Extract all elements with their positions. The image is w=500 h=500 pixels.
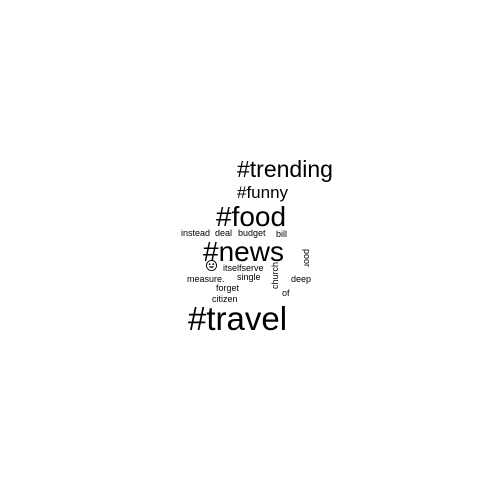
word-single: single: [237, 272, 261, 282]
word-bill: bill: [276, 229, 288, 239]
word-forget: forget: [216, 283, 240, 293]
word-budget: budget: [238, 228, 266, 238]
word-travel: #travel: [188, 300, 288, 337]
word-deep: deep: [291, 274, 312, 284]
word-itselfserve: itselfserve: [223, 263, 264, 273]
word-measure: measure.: [187, 274, 225, 284]
word-funny: #funny: [237, 183, 289, 202]
word-of: of: [282, 288, 290, 298]
word-news: #news: [203, 236, 284, 267]
word-instead: instead: [181, 228, 211, 238]
word-church: church: [270, 262, 280, 290]
word-poor: poor: [302, 249, 312, 268]
word-trending: #trending: [237, 156, 333, 182]
grinning-face-icon: [206, 260, 217, 271]
word-food: #food: [216, 201, 287, 232]
word-deal: deal: [215, 228, 233, 238]
word-citizen: citizen: [212, 294, 238, 304]
